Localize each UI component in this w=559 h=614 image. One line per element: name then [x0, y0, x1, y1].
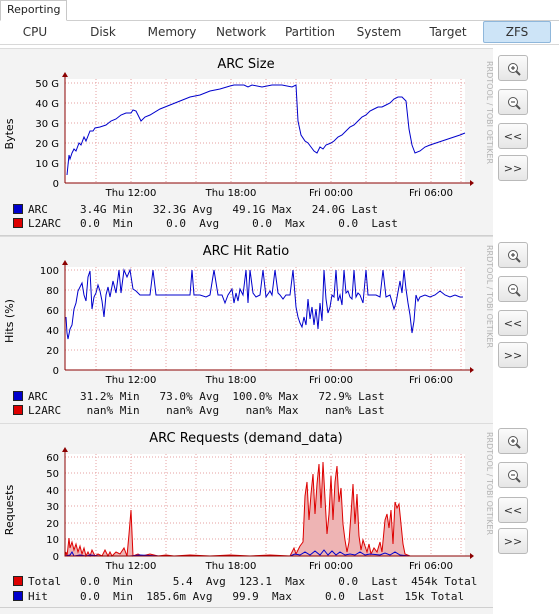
y-tick: 20 [46, 346, 59, 357]
zoom-out-button[interactable] [498, 462, 528, 488]
top-bar: Reporting [0, 0, 559, 21]
y-tick: 20 [46, 519, 59, 530]
arc-requests-graph: ARC Requests (demand_data) Requests RRDT… [3, 431, 493, 572]
graph-panel-arc-size: ARC Size Bytes RRDTOOL / TOBI OETIKER 0 … [0, 48, 493, 237]
legend-row: Total 0.0 Min 5.4 Avg 123.1 Max 0.0 Last … [13, 575, 477, 588]
graph-title: ARC Size [217, 57, 274, 72]
zoom-in-button[interactable] [498, 428, 528, 454]
forward-button[interactable]: >> [498, 528, 528, 554]
y-axis-label: Hits (%) [3, 299, 16, 343]
legend-row: L2ARC 0.0 Min 0.0 Avg 0.0 Max 0.0 Last [13, 217, 398, 230]
graph-panel-arc-requests: ARC Requests (demand_data) Requests RRDT… [0, 423, 493, 612]
forward-button[interactable]: >> [498, 155, 528, 181]
tab-target[interactable]: Target [429, 25, 467, 39]
tab-partition[interactable]: Partition [284, 25, 335, 39]
zoom-in-button[interactable] [498, 242, 528, 268]
tab-network[interactable]: Network [215, 25, 267, 39]
hit-requests-line [64, 549, 465, 557]
legend-row: ARC 31.2% Min 73.0% Avg 100.0% Max 72.9% … [13, 390, 385, 403]
x-tick: Fri 06:00 [409, 375, 453, 386]
x-tick: Thu 18:00 [205, 561, 257, 572]
y-tick: 60 [46, 306, 59, 317]
y-tick: 0 [53, 366, 59, 377]
watermark: RRDTOOL / TOBI OETIKER [485, 245, 493, 348]
x-tick: Thu 12:00 [105, 375, 157, 386]
graph-panel-arc-hit-ratio: ARC Hit Ratio Hits (%) RRDTOOL / TOBI OE… [0, 236, 493, 425]
zoom-in-icon [508, 63, 521, 76]
graph-title: ARC Requests (demand_data) [149, 431, 343, 446]
tab-zfs[interactable]: ZFS [483, 21, 551, 43]
y-tick: 30 G [35, 119, 59, 130]
x-tick: Thu 12:00 [105, 188, 157, 199]
x-tick: Thu 12:00 [105, 561, 157, 572]
zoom-out-button[interactable] [498, 276, 528, 302]
x-tick: Thu 18:00 [205, 375, 257, 386]
zoom-out-icon [508, 284, 521, 297]
forward-button[interactable]: >> [498, 342, 528, 368]
next-panel-edge [0, 607, 493, 614]
legend-row: L2ARC nan% Min nan% Avg nan% Max nan% La… [13, 404, 385, 417]
y-tick: 40 [46, 326, 59, 337]
watermark: RRDTOOL / TOBI OETIKER [485, 432, 493, 535]
x-tick: Fri 00:00 [309, 188, 353, 199]
arc-hit-ratio-graph: ARC Hit Ratio Hits (%) RRDTOOL / TOBI OE… [3, 244, 493, 386]
arc-hit-ratio-line [65, 268, 463, 340]
zoom-in-icon [508, 436, 521, 449]
tab-reporting[interactable]: Reporting [0, 0, 68, 21]
x-tick: Thu 18:00 [205, 188, 257, 199]
y-tick: 40 [46, 486, 59, 497]
back-button[interactable]: << [498, 123, 528, 149]
zoom-in-button[interactable] [498, 55, 528, 81]
x-tick: Fri 06:00 [409, 188, 453, 199]
y-tick: 100 [40, 266, 59, 277]
arc-size-graph: ARC Size Bytes RRDTOOL / TOBI OETIKER 0 … [3, 57, 493, 199]
x-tick: Fri 06:00 [409, 561, 453, 572]
y-tick: 40 G [35, 99, 59, 110]
watermark: RRDTOOL / TOBI OETIKER [485, 61, 493, 164]
tab-separator [0, 44, 559, 45]
y-axis-label: Bytes [3, 118, 16, 149]
x-tick: Fri 00:00 [309, 561, 353, 572]
zoom-in-icon [508, 250, 521, 263]
arc-size-line [66, 84, 466, 176]
x-tick: Fri 00:00 [309, 375, 353, 386]
graph-title: ARC Hit Ratio [203, 244, 290, 259]
y-tick: 60 [46, 453, 59, 464]
tab-disk[interactable]: Disk [90, 25, 116, 39]
back-button[interactable]: << [498, 310, 528, 336]
zoom-out-icon [508, 470, 521, 483]
tab-memory[interactable]: Memory [147, 25, 197, 39]
y-tick: 30 [46, 502, 59, 513]
y-tick: 0 [53, 552, 59, 563]
tab-cpu[interactable]: CPU [22, 25, 48, 39]
tab-system[interactable]: System [356, 25, 402, 39]
y-tick: 10 G [35, 159, 59, 170]
y-tick: 10 [46, 535, 59, 546]
y-tick: 80 [46, 286, 59, 297]
zoom-out-icon [508, 97, 521, 110]
legend-row: ARC 3.4G Min 32.3G Avg 49.1G Max 24.0G La… [13, 203, 378, 216]
y-tick: 0 [53, 179, 59, 190]
y-tick: 50 G [35, 79, 59, 90]
y-tick: 20 G [35, 139, 59, 150]
back-button[interactable]: << [498, 497, 528, 523]
y-tick: 50 [46, 469, 59, 480]
zoom-out-button[interactable] [498, 89, 528, 115]
legend-row: Hit 0.0 Min 185.6m Avg 99.9 Max 0.0 Last … [13, 590, 464, 603]
y-axis-label: Requests [3, 485, 16, 536]
reporting-tabs: CPU Disk Memory Network Partition System… [0, 21, 559, 44]
